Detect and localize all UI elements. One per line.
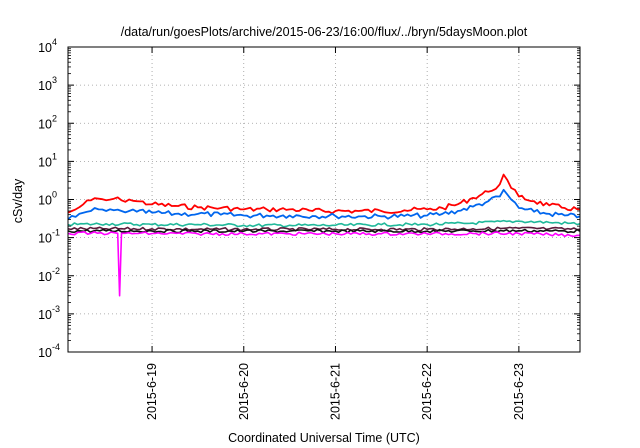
y-tick-exponent: 2 — [52, 113, 57, 123]
x-tick-label: 2015-6-23 — [512, 363, 526, 420]
y-tick-exponent: -3 — [52, 304, 60, 314]
series-line — [67, 226, 581, 232]
y-tick-label: 10 3 — [38, 75, 57, 93]
series-line — [67, 188, 581, 221]
y-tick-base: 10 — [38, 155, 52, 169]
y-tick-exponent: 4 — [52, 37, 57, 47]
y-tick-label: 10 4 — [38, 37, 57, 55]
y-tick-exponent: -2 — [52, 266, 60, 276]
series-line — [67, 231, 581, 297]
y-tick-label: 10 1 — [38, 151, 57, 169]
x-tick-label: 2015-6-19 — [145, 363, 159, 420]
y-tick-exponent: 3 — [52, 75, 57, 85]
y-tick-exponent: -4 — [52, 342, 60, 352]
series-line — [67, 228, 581, 234]
y-tick-base: 10 — [38, 232, 52, 246]
y-axis-label: cSv/day — [11, 178, 25, 223]
x-tick-label: 2015-6-22 — [420, 363, 434, 420]
chart-title: /data/run/goesPlots/archive/2015-06-23/1… — [121, 25, 528, 39]
x-tick-label: 2015-6-21 — [328, 363, 342, 420]
y-tick-exponent: 0 — [52, 190, 57, 200]
plot-area — [67, 173, 581, 297]
y-tick-base: 10 — [38, 117, 52, 131]
y-tick-base: 10 — [38, 194, 52, 208]
y-tick-label: 10 0 — [38, 190, 57, 208]
plot-frame — [67, 46, 581, 353]
y-tick-base: 10 — [38, 79, 52, 93]
y-tick-base: 10 — [38, 308, 52, 322]
y-tick-label: 10 -1 — [38, 228, 60, 246]
y-tick-label: 10 -2 — [38, 266, 60, 284]
y-tick-base: 10 — [38, 346, 52, 360]
x-tick-label: 2015-6-20 — [237, 363, 251, 420]
y-tick-base: 10 — [38, 270, 52, 284]
y-tick-exponent: -1 — [52, 228, 60, 238]
series-line — [67, 173, 581, 215]
y-tick-label: 10 -3 — [38, 304, 60, 322]
y-tick-label: 10 -4 — [38, 342, 60, 360]
y-tick-label: 10 2 — [38, 113, 57, 131]
y-tick-exponent: 1 — [52, 151, 57, 161]
y-tick-base: 10 — [38, 41, 52, 55]
x-axis-ticks: 2015-6-19 2015-6-20 2015-6-21 2015-6-22 2015… — [145, 47, 526, 420]
series-line — [67, 219, 581, 228]
grid-lines — [68, 47, 580, 352]
x-axis-label: Coordinated Universal Time (UTC) — [228, 431, 420, 445]
